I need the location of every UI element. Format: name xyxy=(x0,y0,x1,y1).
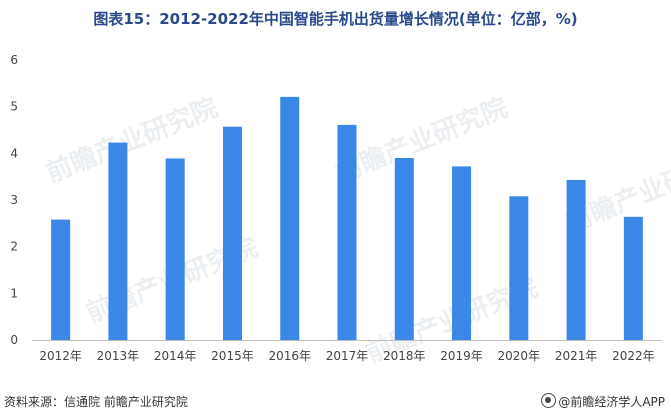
brand-label: @前瞻经济学人APP xyxy=(541,393,665,410)
x-tick-label: 2013年 xyxy=(97,349,140,363)
bar xyxy=(623,216,643,340)
source-note: 资料来源：信通院 前瞻产业研究院 xyxy=(4,395,188,409)
x-tick-label: 2021年 xyxy=(555,349,598,363)
y-tick-label: 6 xyxy=(10,53,18,67)
bar-chart: 0 1 2 3 4 5 6 2012年 2013年 2014年 2015年 2016年 2017年 201… xyxy=(10,53,662,363)
y-tick-label: 1 xyxy=(10,286,18,300)
bar xyxy=(509,196,529,340)
bar xyxy=(394,158,414,340)
bar xyxy=(108,142,128,340)
bar xyxy=(566,179,586,340)
x-tick-label: 2018年 xyxy=(383,349,426,363)
bar xyxy=(165,158,185,340)
x-tick-label: 2022年 xyxy=(612,349,655,363)
chart-title: 图表15：2012-2022年中国智能手机出货量增长情况(单位：亿部，%) xyxy=(93,10,578,28)
y-tick-label: 3 xyxy=(10,193,18,207)
y-tick-label: 0 xyxy=(10,333,18,347)
x-tick-label: 2015年 xyxy=(211,349,254,363)
bar xyxy=(280,96,300,340)
x-tick-label: 2014年 xyxy=(154,349,197,363)
brand-logo-icon xyxy=(541,393,557,408)
bar xyxy=(452,166,472,340)
y-tick-label: 5 xyxy=(10,100,18,114)
y-tick-label: 4 xyxy=(10,146,18,160)
x-tick-label: 2017年 xyxy=(326,349,369,363)
bar xyxy=(51,219,71,340)
brand-text: @前瞻经济学人APP xyxy=(558,395,665,409)
y-tick-label: 2 xyxy=(10,240,18,254)
bar xyxy=(222,126,242,340)
x-tick-label: 2019年 xyxy=(440,349,483,363)
x-tick-label: 2016年 xyxy=(268,349,311,363)
x-tick-label: 2020年 xyxy=(498,349,541,363)
bar xyxy=(337,124,357,340)
x-tick-label: 2012年 xyxy=(39,349,82,363)
